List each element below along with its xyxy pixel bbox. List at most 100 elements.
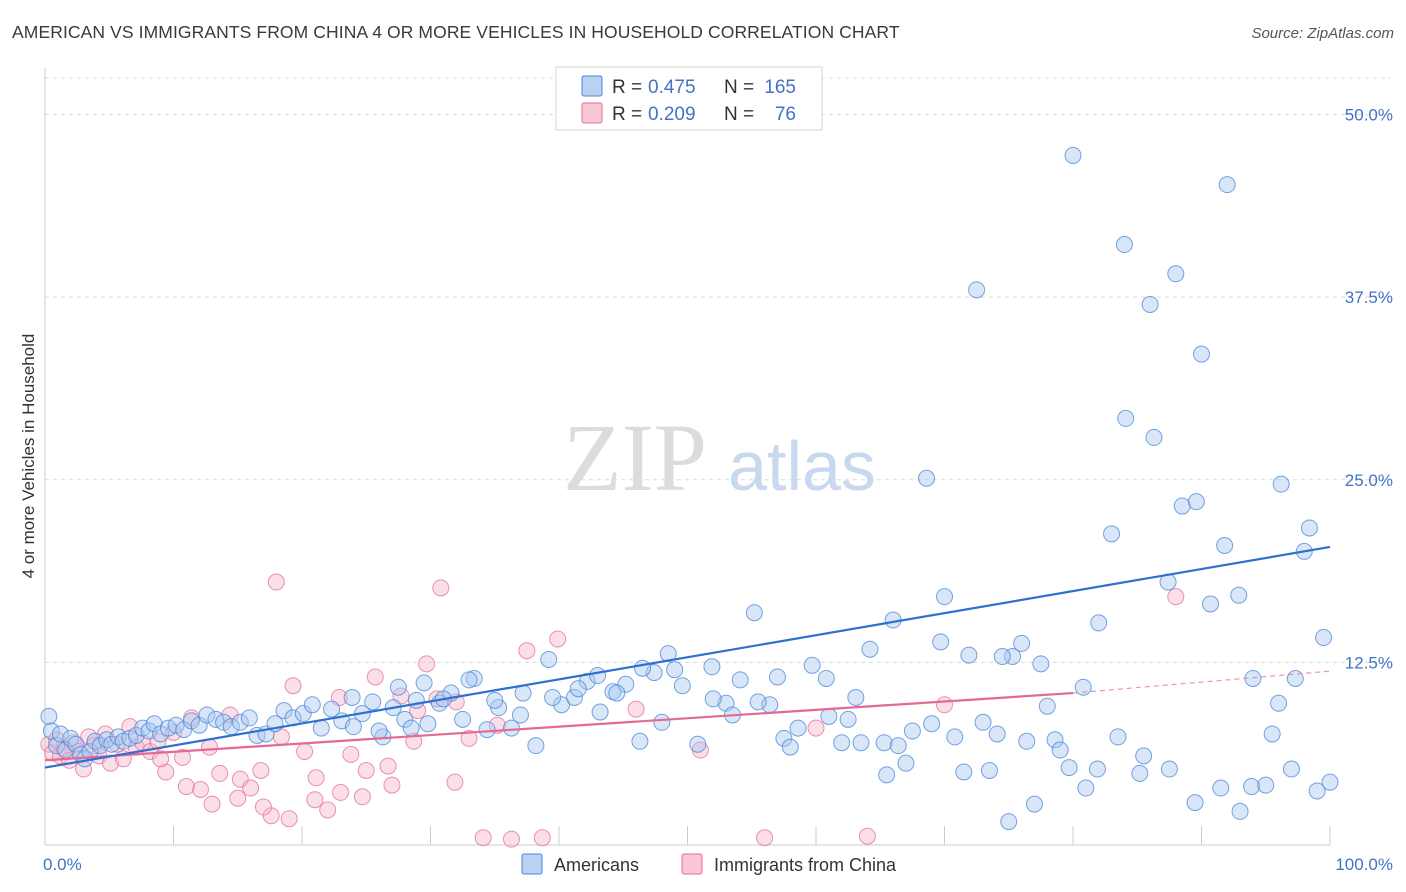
data-point-china: [191, 780, 209, 798]
data-point-americans: [1193, 345, 1210, 363]
data-point-americans: [1270, 694, 1288, 712]
data-point-americans: [215, 713, 233, 731]
data-point-china: [332, 783, 350, 801]
data-point-americans: [932, 633, 950, 651]
data-point-americans: [631, 732, 649, 750]
data-point-americans: [960, 646, 978, 664]
data-point-americans: [1103, 525, 1121, 543]
data-point-americans: [980, 761, 998, 779]
data-point-americans: [589, 667, 607, 685]
y-tick-label: 25.0%: [1345, 471, 1393, 490]
data-point-china: [284, 677, 302, 695]
data-point-americans: [1117, 409, 1135, 427]
source-label: Source: ZipAtlas.com: [1251, 25, 1394, 42]
data-point-china: [460, 729, 478, 747]
bottom-legend-swatch-americans: [521, 853, 543, 875]
watermark-atlas: atlas: [728, 427, 876, 505]
data-point-americans: [903, 722, 921, 740]
data-point-americans: [182, 712, 200, 730]
data-point-china: [756, 829, 774, 847]
data-point-americans: [689, 735, 707, 753]
data-point-china: [502, 830, 520, 848]
data-point-americans: [1201, 595, 1219, 613]
legend-swatch-china: [581, 102, 603, 124]
bottom-legend: Americans Immigrants from China: [521, 853, 897, 875]
data-point-americans: [918, 469, 936, 487]
data-point-china: [173, 748, 191, 766]
data-point-americans: [936, 588, 953, 606]
legend-swatch-americans: [581, 75, 603, 97]
data-point-americans: [486, 691, 504, 709]
data-point-americans: [1088, 760, 1106, 778]
x-tick-label: 100.0%: [1335, 855, 1393, 874]
data-point-americans: [1216, 537, 1234, 555]
data-point-americans: [974, 713, 992, 731]
data-point-americans: [419, 715, 437, 733]
data-point-americans: [1060, 759, 1078, 777]
data-point-americans: [847, 688, 865, 706]
y-tick-label: 12.5%: [1345, 653, 1393, 672]
data-point-americans: [988, 725, 1006, 743]
data-point-china: [121, 718, 139, 736]
data-point-china: [254, 798, 272, 816]
data-point-americans: [1004, 648, 1022, 666]
data-point-americans: [240, 709, 258, 727]
legend-r-value: 0.475: [648, 77, 696, 98]
data-point-americans: [634, 659, 652, 677]
data-point-americans: [1282, 760, 1300, 778]
data-point-americans: [608, 684, 626, 702]
data-point-americans: [1243, 778, 1261, 796]
data-point-china: [280, 810, 298, 828]
data-point-americans: [565, 688, 583, 706]
data-point-americans: [923, 715, 941, 733]
data-point-china: [252, 761, 270, 779]
data-point-americans: [1018, 732, 1036, 750]
data-point-china: [229, 789, 247, 807]
data-point-americans: [1077, 779, 1095, 797]
data-point-americans: [1212, 779, 1230, 797]
data-point-americans: [1145, 428, 1163, 446]
data-point-china: [446, 773, 464, 791]
data-point-china: [267, 573, 285, 591]
trend-lines: [44, 545, 1331, 769]
data-point-americans: [1230, 586, 1248, 604]
data-point-americans: [839, 710, 857, 728]
y-tick-label: 37.5%: [1345, 288, 1393, 307]
y-tick-label: 50.0%: [1345, 106, 1393, 125]
data-point-americans: [67, 735, 85, 753]
data-point-americans: [1090, 614, 1108, 632]
data-point-americans: [875, 734, 893, 752]
data-point-americans: [1131, 764, 1149, 782]
legend-n-label: N =: [724, 104, 754, 125]
data-point-china: [307, 769, 325, 787]
data-point-china: [518, 642, 536, 660]
data-point-americans: [502, 719, 520, 737]
data-point-americans: [198, 706, 216, 724]
data-point-americans: [303, 696, 321, 714]
data-point-china: [1167, 588, 1185, 606]
data-point-americans: [703, 658, 721, 676]
data-point-china: [342, 745, 360, 763]
data-point-americans: [454, 710, 472, 728]
data-point-americans: [544, 688, 562, 706]
data-point-americans: [553, 696, 571, 714]
legend-r-value: 0.209: [648, 104, 696, 125]
data-point-americans: [749, 693, 767, 711]
x-tick-labels: 0.0% 100.0%: [43, 855, 1393, 874]
data-point-americans: [569, 680, 587, 698]
data-point-china: [807, 719, 825, 737]
data-point-china: [549, 630, 567, 648]
data-point-americans: [1013, 634, 1031, 652]
gridlines: [45, 77, 1390, 663]
data-point-americans: [803, 656, 821, 674]
data-point-americans: [745, 604, 763, 622]
data-point-china: [488, 716, 506, 734]
data-point-americans: [897, 754, 915, 772]
data-point-americans: [789, 719, 807, 737]
data-point-americans: [1167, 265, 1185, 283]
data-point-china: [858, 827, 876, 845]
data-point-americans: [666, 661, 684, 679]
data-point-americans: [294, 705, 312, 723]
y-axis-label: 4 or more Vehicles in Household: [19, 334, 38, 579]
